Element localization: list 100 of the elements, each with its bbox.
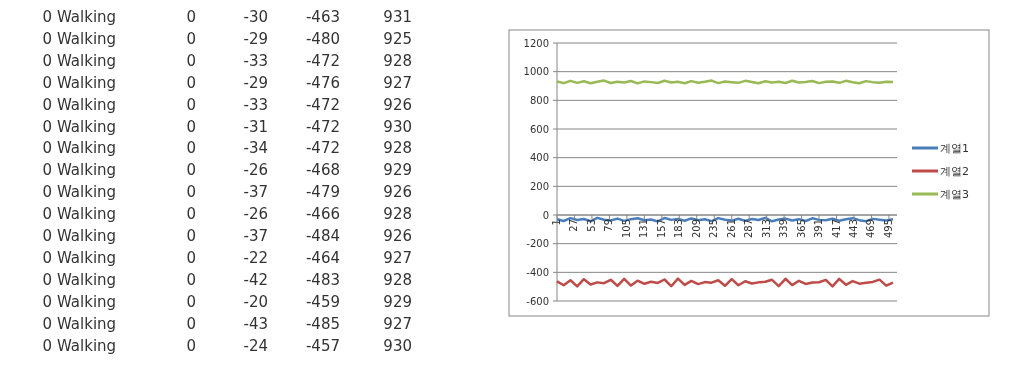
text: -459 [305, 292, 340, 311]
x-tick-label: 209 [690, 219, 702, 239]
text: -26 [243, 205, 268, 224]
text: Walking [57, 227, 117, 245]
text: 0 [186, 51, 196, 70]
text: 926 [383, 227, 412, 245]
text: -472 [305, 117, 340, 136]
text: Walking [57, 95, 117, 114]
text: 926 [383, 95, 412, 114]
y-tick-label: 1200 [523, 37, 549, 49]
x-tick-label: 53 [585, 219, 597, 232]
text: -476 [305, 73, 340, 92]
text: -472 [305, 95, 340, 114]
x-tick-label: 105 [620, 219, 632, 239]
text: 0 [42, 314, 52, 333]
x-tick-label: 27 [568, 219, 580, 232]
text: 0 [42, 51, 52, 70]
x-tick-label: 339 [778, 219, 790, 239]
x-tick-label: 157 [655, 219, 667, 239]
legend-label: 계열3 [940, 187, 969, 201]
x-tick-label: 443 [848, 219, 859, 239]
text: 0 [42, 183, 52, 202]
text: Walking [57, 29, 117, 48]
text: 927 [383, 248, 412, 267]
text: 927 [383, 314, 412, 333]
text: 0 [186, 8, 196, 26]
y-tick-label: 800 [529, 94, 549, 106]
text: 931 [383, 8, 412, 26]
y-tick-label: -200 [526, 238, 549, 250]
text: 0 [42, 205, 52, 224]
text: 926 [383, 183, 412, 202]
text: 0 [186, 205, 196, 224]
line-series [555, 277, 895, 288]
text: 0 [186, 117, 196, 136]
legend-label: 계열1 [940, 141, 969, 155]
x-tick-label: 261 [725, 219, 737, 239]
legend-label: 계열2 [940, 164, 969, 178]
text: 0 [186, 292, 196, 311]
text: -29 [243, 29, 268, 48]
y-tick-label: -600 [526, 295, 549, 307]
text: Walking [57, 8, 117, 26]
text: 0 [42, 292, 52, 311]
text: 930 [383, 336, 412, 355]
text: 0 [42, 117, 52, 136]
text: -485 [305, 314, 340, 333]
text: -483 [305, 270, 340, 289]
text: Walking [57, 161, 117, 180]
text: -463 [305, 8, 340, 26]
text: 929 [383, 161, 412, 180]
text: -457 [305, 336, 340, 355]
x-tick-label: 131 [638, 219, 650, 239]
x-tick-label: 417 [830, 219, 842, 239]
text: Walking [57, 73, 117, 92]
text: 0 [186, 314, 196, 333]
text: 929 [383, 292, 412, 311]
text: 0 [186, 270, 196, 289]
text: 0 [42, 29, 52, 48]
text: Walking [57, 292, 117, 311]
text: 928 [383, 270, 412, 289]
text: Walking [57, 270, 117, 289]
text: -37 [243, 227, 268, 245]
text: -34 [243, 139, 268, 158]
text: 928 [383, 139, 412, 158]
text: 927 [383, 73, 412, 92]
text: -26 [243, 161, 268, 180]
x-tick-label: 391 [813, 219, 825, 239]
y-tick-label: 600 [529, 123, 549, 135]
x-tick-label: 287 [743, 219, 755, 239]
x-tick-label: 79 [603, 219, 615, 232]
text: 0 [186, 227, 196, 245]
text: 928 [383, 51, 412, 70]
text: -33 [243, 51, 268, 70]
text: 0 [186, 73, 196, 92]
text: 0 [42, 227, 52, 245]
x-tick-label: 365 [795, 219, 807, 239]
text: -33 [243, 95, 268, 114]
text: -472 [305, 139, 340, 158]
text: 0 [42, 161, 52, 180]
text: -22 [243, 248, 268, 267]
text: -31 [243, 117, 268, 136]
text: Walking [57, 183, 117, 202]
text: -466 [305, 205, 340, 224]
y-tick-label: 200 [529, 180, 549, 192]
text: -484 [305, 227, 340, 245]
text: Walking [57, 139, 117, 158]
text: Walking [57, 117, 117, 136]
text: 0 [42, 73, 52, 92]
y-tick-label: 0 [542, 209, 549, 221]
text: Walking [57, 336, 117, 355]
text: 0 [186, 161, 196, 180]
text: Walking [57, 51, 117, 70]
text: 0 [186, 139, 196, 158]
text: -20 [243, 292, 268, 311]
y-tick-label: -400 [526, 266, 549, 278]
text: -464 [305, 248, 340, 267]
text: -37 [243, 183, 268, 202]
text: -29 [243, 73, 268, 92]
text: 0 [42, 95, 52, 114]
text: Walking [57, 205, 117, 224]
x-tick-label: 235 [708, 219, 720, 239]
